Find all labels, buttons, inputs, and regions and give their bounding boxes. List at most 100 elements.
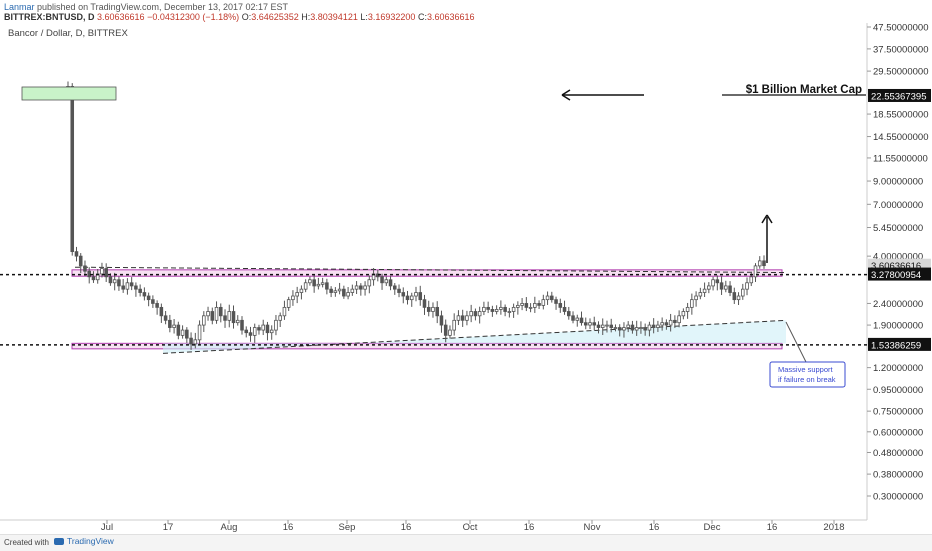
candle[interactable] bbox=[732, 292, 737, 301]
candle[interactable] bbox=[596, 324, 601, 328]
candle[interactable] bbox=[507, 311, 512, 313]
candle[interactable] bbox=[269, 329, 274, 334]
candle[interactable] bbox=[206, 311, 210, 317]
candle[interactable] bbox=[741, 288, 745, 297]
candle[interactable] bbox=[235, 319, 240, 324]
candle[interactable] bbox=[605, 324, 609, 327]
candle[interactable] bbox=[541, 299, 546, 306]
candle[interactable] bbox=[516, 304, 520, 308]
candle[interactable] bbox=[346, 292, 350, 297]
candle[interactable] bbox=[337, 288, 342, 292]
candle[interactable] bbox=[711, 279, 715, 287]
candle[interactable] bbox=[702, 288, 707, 293]
candle[interactable] bbox=[248, 332, 253, 336]
candle[interactable] bbox=[108, 276, 113, 284]
candle[interactable] bbox=[715, 279, 720, 284]
candle[interactable] bbox=[117, 279, 121, 287]
candle[interactable] bbox=[592, 322, 597, 326]
candle[interactable] bbox=[486, 306, 490, 310]
candle[interactable] bbox=[499, 306, 503, 310]
candle[interactable] bbox=[643, 327, 647, 331]
candle[interactable] bbox=[456, 315, 461, 321]
candle[interactable] bbox=[681, 311, 686, 317]
candle[interactable] bbox=[151, 299, 155, 304]
candle[interactable] bbox=[537, 303, 541, 306]
falling-trendline[interactable] bbox=[74, 266, 787, 274]
candle[interactable] bbox=[435, 306, 439, 317]
candle[interactable] bbox=[129, 282, 134, 287]
candle[interactable] bbox=[359, 285, 363, 290]
candle[interactable] bbox=[214, 306, 219, 321]
candle[interactable] bbox=[583, 322, 588, 326]
candle[interactable] bbox=[325, 282, 329, 290]
plot-area[interactable] bbox=[0, 23, 867, 534]
candle[interactable] bbox=[422, 299, 427, 308]
candle[interactable] bbox=[668, 319, 673, 326]
candle[interactable] bbox=[210, 311, 215, 321]
candle[interactable] bbox=[265, 324, 270, 334]
candle[interactable] bbox=[575, 317, 580, 321]
candle[interactable] bbox=[482, 306, 486, 312]
price-badge[interactable] bbox=[868, 88, 931, 102]
candle[interactable] bbox=[639, 327, 643, 329]
candle[interactable] bbox=[146, 295, 151, 301]
candle[interactable] bbox=[443, 324, 448, 336]
candle[interactable] bbox=[312, 279, 316, 287]
candle[interactable] bbox=[600, 324, 605, 328]
candle[interactable] bbox=[189, 337, 193, 345]
candle[interactable] bbox=[473, 311, 478, 317]
candle[interactable] bbox=[180, 329, 185, 336]
candle[interactable] bbox=[490, 309, 495, 312]
candle[interactable] bbox=[155, 303, 159, 308]
candle[interactable] bbox=[342, 288, 346, 297]
candle[interactable] bbox=[142, 292, 147, 297]
candle[interactable] bbox=[609, 324, 613, 328]
candle[interactable] bbox=[728, 285, 732, 293]
candle[interactable] bbox=[295, 292, 299, 297]
candle[interactable] bbox=[460, 315, 465, 321]
candle[interactable] bbox=[558, 303, 563, 308]
candle[interactable] bbox=[664, 322, 669, 326]
candle[interactable] bbox=[469, 311, 473, 317]
candle[interactable] bbox=[736, 295, 741, 301]
candle[interactable] bbox=[244, 329, 249, 334]
candle[interactable] bbox=[354, 285, 359, 290]
candle[interactable] bbox=[138, 288, 142, 293]
candle[interactable] bbox=[719, 282, 724, 290]
candle[interactable] bbox=[579, 317, 584, 324]
candle[interactable] bbox=[252, 327, 257, 336]
candle[interactable] bbox=[363, 285, 367, 290]
candle[interactable] bbox=[626, 324, 630, 328]
candle[interactable] bbox=[121, 285, 125, 290]
candle[interactable] bbox=[291, 295, 295, 301]
candle[interactable] bbox=[202, 315, 206, 326]
tradingview-link[interactable]: TradingView bbox=[54, 536, 114, 546]
candle[interactable] bbox=[231, 311, 236, 324]
candle[interactable] bbox=[757, 260, 762, 267]
candle[interactable] bbox=[83, 265, 87, 272]
candle[interactable] bbox=[651, 324, 656, 328]
candle[interactable] bbox=[439, 315, 444, 326]
candle[interactable] bbox=[673, 319, 677, 324]
candle[interactable] bbox=[380, 276, 384, 284]
candle[interactable] bbox=[104, 268, 108, 278]
candle[interactable] bbox=[261, 324, 265, 331]
candle[interactable] bbox=[219, 306, 223, 317]
candle[interactable] bbox=[494, 309, 499, 312]
price-badge[interactable] bbox=[868, 337, 931, 351]
candle[interactable] bbox=[647, 324, 652, 331]
candle[interactable] bbox=[316, 283, 321, 287]
candle[interactable] bbox=[185, 329, 189, 339]
candle[interactable] bbox=[308, 279, 312, 284]
candle[interactable] bbox=[240, 319, 244, 331]
candle[interactable] bbox=[617, 327, 622, 331]
candle[interactable] bbox=[613, 327, 618, 329]
candle[interactable] bbox=[278, 315, 282, 321]
candle[interactable] bbox=[172, 324, 176, 328]
candle[interactable] bbox=[588, 322, 592, 326]
candle[interactable] bbox=[350, 288, 355, 293]
candle[interactable] bbox=[329, 288, 333, 293]
candle[interactable] bbox=[528, 306, 533, 309]
candle[interactable] bbox=[690, 299, 694, 308]
candle[interactable] bbox=[418, 292, 423, 301]
